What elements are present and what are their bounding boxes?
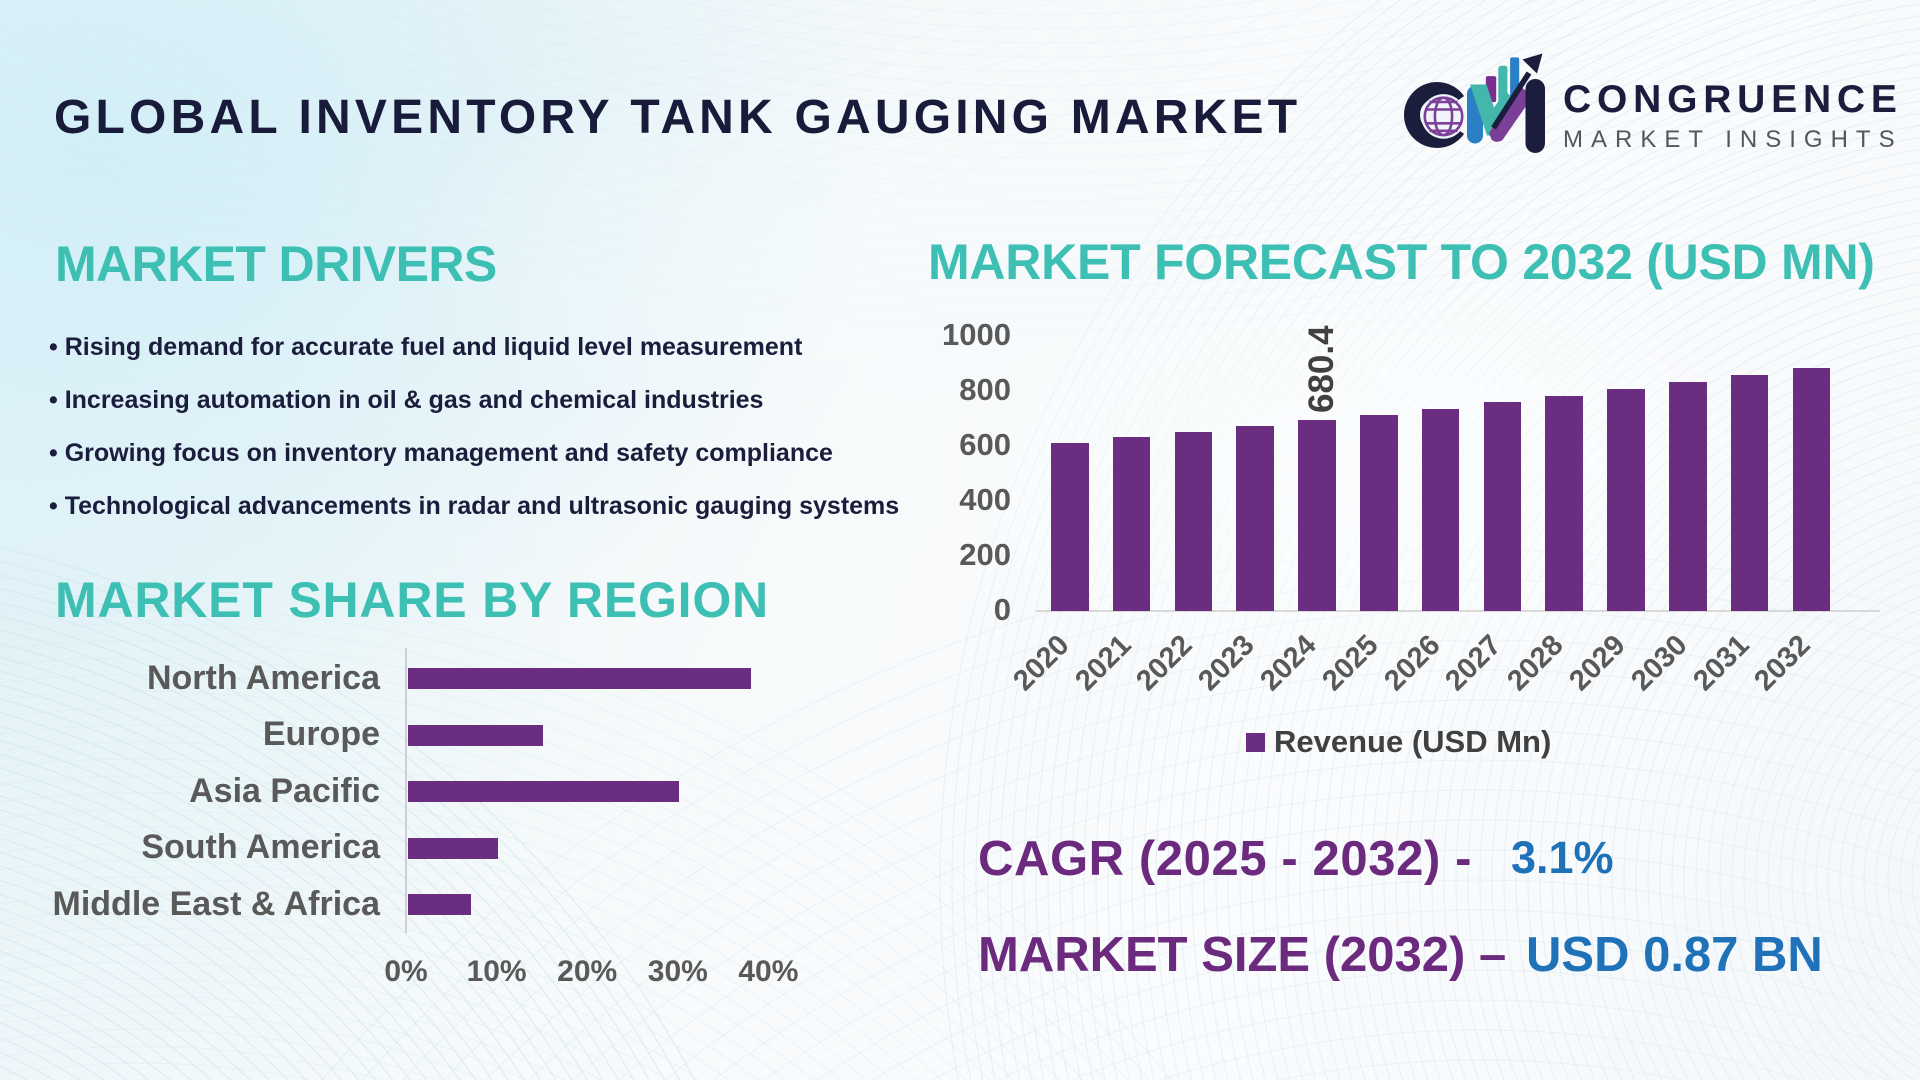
svg-text:MARKET INSIGHTS: MARKET INSIGHTS	[1563, 126, 1903, 153]
svg-text:CONGRUENCE: CONGRUENCE	[1563, 78, 1903, 121]
